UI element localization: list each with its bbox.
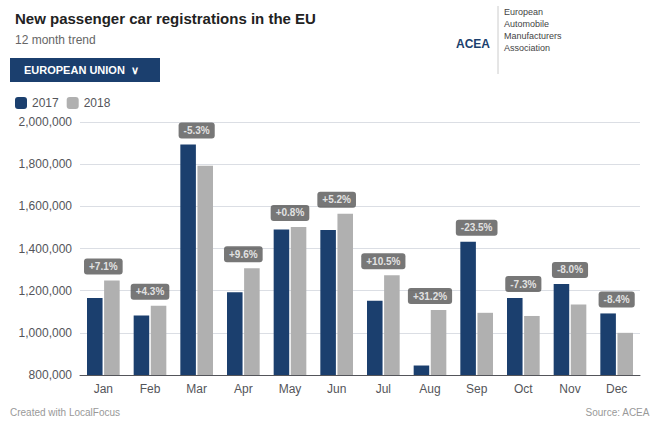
svg-text:May: May — [279, 382, 302, 396]
svg-text:+10.5%: +10.5% — [366, 256, 400, 267]
svg-text:ACEA: ACEA — [456, 37, 490, 51]
svg-text:1,000,000: 1,000,000 — [19, 326, 73, 340]
svg-text:Created with LocalFocus: Created with LocalFocus — [10, 407, 120, 418]
svg-text:800,000: 800,000 — [29, 368, 73, 382]
svg-text:1,600,000: 1,600,000 — [19, 199, 73, 213]
svg-text:-8.4%: -8.4% — [604, 294, 630, 305]
svg-text:Jan: Jan — [94, 382, 113, 396]
svg-text:-23.5%: -23.5% — [461, 222, 493, 233]
svg-text:Mar: Mar — [186, 382, 207, 396]
svg-text:Feb: Feb — [140, 382, 161, 396]
svg-text:Apr: Apr — [234, 382, 253, 396]
svg-text:Oct: Oct — [514, 382, 533, 396]
svg-text:Nov: Nov — [559, 382, 580, 396]
svg-text:Aug: Aug — [419, 382, 440, 396]
svg-text:+31.2%: +31.2% — [413, 291, 447, 302]
svg-text:2018: 2018 — [84, 96, 111, 110]
svg-text:EUROPEAN UNION ∨: EUROPEAN UNION ∨ — [24, 64, 139, 76]
svg-text:Manufacturers: Manufacturers — [504, 31, 562, 41]
svg-text:+9.6%: +9.6% — [229, 249, 258, 260]
svg-text:Sep: Sep — [466, 382, 488, 396]
svg-text:New passenger car registration: New passenger car registrations in the E… — [15, 10, 316, 27]
svg-text:Automobile: Automobile — [504, 19, 549, 29]
svg-text:-7.3%: -7.3% — [510, 279, 536, 290]
svg-text:Association: Association — [504, 43, 550, 53]
svg-text:1,400,000: 1,400,000 — [19, 242, 73, 256]
svg-text:1,200,000: 1,200,000 — [19, 284, 73, 298]
svg-text:2017: 2017 — [32, 96, 59, 110]
svg-text:2,000,000: 2,000,000 — [19, 115, 73, 129]
svg-text:-5.3%: -5.3% — [184, 125, 210, 136]
svg-text:+5.2%: +5.2% — [322, 194, 351, 205]
svg-text:Jul: Jul — [376, 382, 391, 396]
svg-text:Source: ACEA: Source: ACEA — [586, 407, 650, 418]
svg-text:+7.1%: +7.1% — [89, 261, 118, 272]
svg-text:12 month trend: 12 month trend — [15, 33, 96, 47]
svg-text:+4.3%: +4.3% — [136, 286, 165, 297]
svg-text:1,800,000: 1,800,000 — [19, 157, 73, 171]
svg-text:-8.0%: -8.0% — [557, 264, 583, 275]
svg-text:+0.8%: +0.8% — [276, 207, 305, 218]
svg-text:European: European — [504, 7, 543, 17]
svg-text:Jun: Jun — [327, 382, 346, 396]
svg-text:Dec: Dec — [606, 382, 627, 396]
